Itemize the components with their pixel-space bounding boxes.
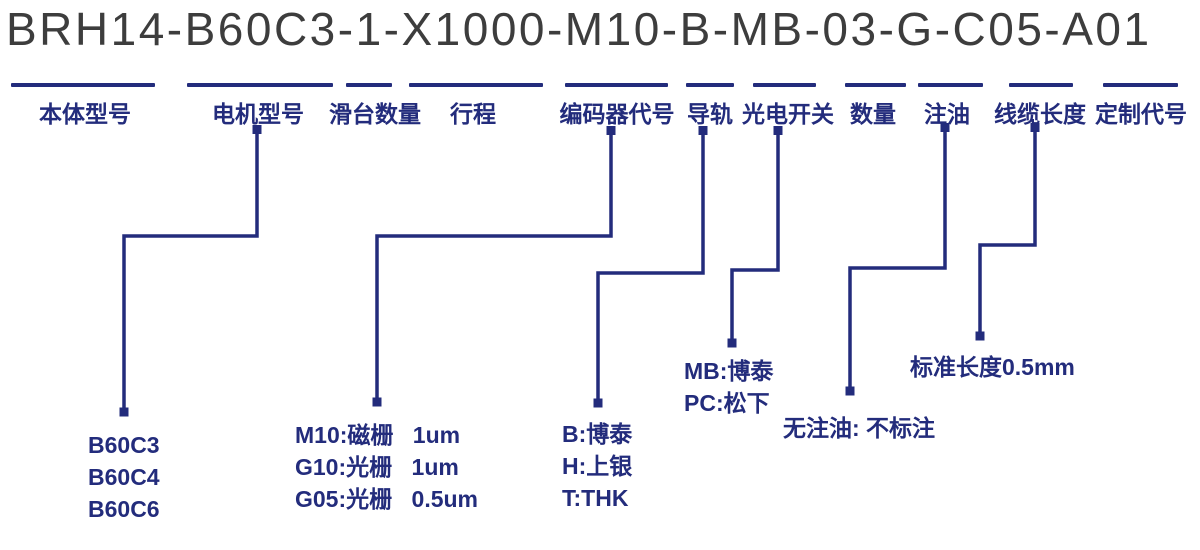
label-custom-code: 定制代号 bbox=[1095, 101, 1187, 127]
option-item: G10:光栅 1um bbox=[295, 454, 459, 480]
marker-square bbox=[1030, 123, 1040, 132]
marker-square bbox=[593, 398, 603, 408]
label-motor-model: 电机型号 bbox=[212, 101, 304, 127]
option-item: T:THK bbox=[562, 485, 629, 511]
connector-guide-rail bbox=[596, 131, 705, 403]
marker-square bbox=[773, 126, 783, 135]
guide-rail-options: B:博泰 H:上银 T:THK bbox=[562, 418, 632, 514]
underline-oiling bbox=[918, 83, 983, 87]
underline-cable-length bbox=[1009, 83, 1073, 87]
marker-square bbox=[975, 331, 985, 341]
underline-stroke bbox=[409, 83, 543, 87]
connector-cable-length bbox=[978, 128, 1037, 336]
underline-motor-model bbox=[187, 83, 333, 87]
connector-oiling bbox=[848, 128, 947, 391]
encoder-code-options: M10:磁栅 1um G10:光栅 1um G05:光栅 0.5um bbox=[295, 419, 478, 515]
label-stroke: 行程 bbox=[450, 101, 496, 127]
marker-square bbox=[119, 407, 129, 417]
connector-encoder-code bbox=[375, 131, 613, 402]
label-cable-length: 线缆长度 bbox=[994, 101, 1086, 127]
marker-square bbox=[845, 386, 855, 396]
marker-square bbox=[940, 123, 950, 132]
marker-square bbox=[606, 126, 616, 135]
underline-guide-rail bbox=[686, 83, 734, 87]
label-body-model: 本体型号 bbox=[39, 101, 131, 127]
option-item: PC:松下 bbox=[684, 390, 770, 416]
marker-square bbox=[252, 125, 262, 134]
label-slider-qty: 滑台数量 bbox=[329, 101, 421, 127]
marker-square bbox=[727, 338, 737, 348]
motor-model-options: B60C3 B60C4 B60C6 bbox=[88, 429, 160, 525]
underline-body-model bbox=[11, 83, 155, 87]
marker-square bbox=[372, 397, 382, 407]
oiling-note: 无注油: 不标注 bbox=[783, 415, 936, 441]
label-encoder-code: 编码器代号 bbox=[559, 101, 675, 127]
label-guide-rail: 导轨 bbox=[687, 101, 733, 127]
label-quantity: 数量 bbox=[850, 101, 896, 127]
option-item: B:博泰 bbox=[562, 421, 633, 447]
underline-slider-qty bbox=[346, 83, 392, 87]
option-item: G05:光栅 0.5um bbox=[295, 486, 478, 512]
label-photo-switch: 光电开关 bbox=[742, 101, 834, 127]
option-item: M10:磁栅 1um bbox=[295, 422, 461, 448]
connector-photo-switch bbox=[730, 131, 780, 343]
underline-quantity bbox=[845, 83, 906, 87]
option-item: MB:博泰 bbox=[684, 358, 774, 384]
option-item: B60C4 bbox=[88, 464, 160, 490]
marker-square bbox=[698, 126, 708, 135]
underline-encoder-code bbox=[565, 83, 668, 87]
option-item: H:上银 bbox=[562, 453, 633, 479]
underline-photo-switch bbox=[753, 83, 816, 87]
cable-length-note: 标准长度0.5mm bbox=[910, 354, 1075, 380]
option-item: B60C3 bbox=[88, 432, 160, 458]
option-item: B60C6 bbox=[88, 496, 160, 522]
label-oiling: 注油 bbox=[924, 101, 970, 127]
model-code: BRH14-B60C3-1-X1000-M10-B-MB-03-G-C05-A0… bbox=[6, 3, 1152, 55]
connector-motor-model bbox=[122, 130, 259, 412]
photo-switch-options: MB:博泰 PC:松下 bbox=[684, 355, 773, 419]
underline-custom-code bbox=[1103, 83, 1178, 87]
